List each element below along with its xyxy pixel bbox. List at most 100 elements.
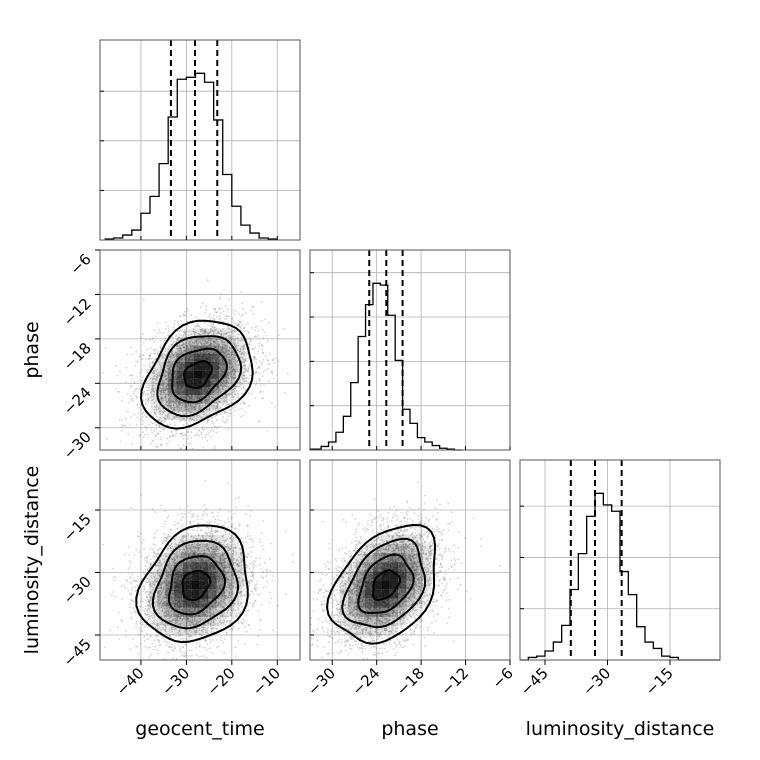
sample-point — [132, 374, 134, 377]
sample-point — [183, 310, 186, 313]
sample-point — [175, 432, 178, 435]
sample-point — [203, 340, 206, 343]
sample-point — [170, 343, 173, 346]
sample-point — [188, 428, 190, 430]
sample-point — [196, 343, 198, 345]
sample-point — [208, 331, 211, 334]
sample-point — [186, 345, 189, 348]
sample-point — [172, 395, 174, 398]
sample-point — [154, 434, 157, 437]
sample-point — [152, 387, 154, 390]
sample-point — [157, 408, 160, 411]
sample-point — [179, 403, 181, 406]
sample-point — [219, 363, 222, 366]
sample-point — [205, 656, 208, 659]
sample-point — [145, 369, 148, 371]
sample-point — [232, 351, 234, 354]
sample-point — [189, 410, 192, 413]
sample-point — [142, 431, 144, 434]
sample-point — [217, 391, 219, 394]
sample-point — [170, 377, 172, 380]
sample-point — [216, 431, 219, 434]
sample-point — [193, 340, 196, 343]
sample-point — [169, 369, 172, 371]
sample-point — [117, 390, 120, 393]
sample-point — [178, 347, 181, 350]
sample-point — [178, 335, 181, 338]
sample-point — [202, 425, 204, 428]
sample-point — [263, 384, 265, 387]
sample-point — [215, 401, 218, 404]
sample-point — [158, 425, 161, 428]
sample-point — [171, 343, 174, 346]
sample-point — [169, 386, 172, 389]
sample-point — [169, 359, 172, 361]
sample-point — [226, 381, 228, 384]
sample-point — [210, 416, 213, 419]
sample-point — [228, 392, 231, 395]
sample-point — [169, 382, 171, 385]
sample-point — [203, 504, 206, 506]
sample-point — [164, 337, 166, 340]
sample-point — [164, 387, 167, 389]
sample-point — [159, 346, 162, 349]
sample-point — [179, 401, 182, 404]
sample-point — [203, 399, 206, 402]
sample-point — [162, 388, 164, 390]
sample-point — [182, 637, 184, 640]
sample-point — [233, 369, 236, 371]
sample-point — [204, 400, 207, 402]
sample-point — [185, 403, 187, 405]
sample-point — [160, 504, 163, 507]
sample-point — [180, 357, 183, 360]
sample-point — [207, 395, 210, 398]
sample-point — [164, 417, 167, 420]
sample-point — [185, 396, 188, 399]
sample-point — [157, 372, 160, 375]
sample-point — [191, 451, 193, 453]
sample-point — [188, 404, 190, 407]
sample-point — [174, 354, 177, 357]
sample-point — [254, 397, 257, 399]
sample-point — [225, 386, 228, 388]
sample-point — [231, 363, 233, 366]
sample-point — [168, 435, 171, 438]
sample-point — [141, 415, 144, 418]
sample-point — [145, 381, 148, 384]
sample-point — [231, 366, 233, 369]
sample-point — [264, 369, 267, 371]
sample-point — [135, 396, 138, 399]
sample-point — [223, 371, 226, 373]
sample-point — [253, 356, 255, 359]
sample-point — [185, 341, 188, 344]
sample-point — [115, 387, 117, 390]
sample-point — [208, 409, 211, 411]
sample-point — [164, 388, 167, 391]
sample-point — [214, 311, 217, 313]
sample-point — [236, 349, 239, 351]
sample-point — [229, 362, 232, 365]
sample-point — [178, 402, 180, 405]
sample-point — [236, 366, 239, 369]
sample-point — [184, 351, 187, 353]
sample-point — [164, 389, 167, 391]
sample-point — [206, 349, 209, 352]
sample-point — [106, 438, 109, 441]
sample-point — [165, 374, 168, 377]
sample-point — [219, 358, 222, 361]
sample-point — [156, 332, 159, 334]
sample-point — [244, 377, 247, 379]
sample-point — [223, 346, 226, 349]
sample-point — [210, 323, 213, 325]
sample-point — [187, 408, 190, 411]
sample-point — [221, 340, 223, 343]
sample-point — [243, 620, 246, 622]
sample-point — [195, 352, 197, 354]
sample-point — [237, 342, 240, 344]
sample-point — [209, 343, 211, 346]
sample-point — [199, 339, 202, 341]
sample-point — [181, 352, 184, 354]
sample-point — [165, 397, 168, 400]
sample-point — [154, 367, 157, 370]
sample-point — [171, 342, 174, 345]
